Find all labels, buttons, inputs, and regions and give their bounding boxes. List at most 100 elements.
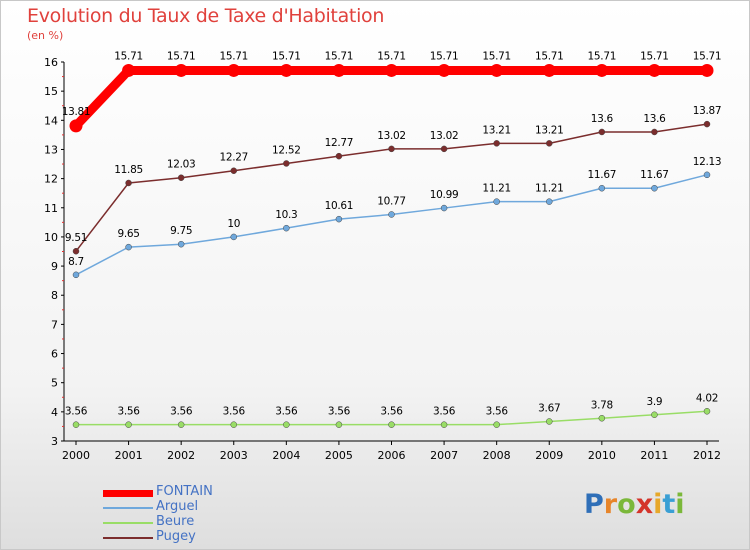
data-point-beure [493,421,500,428]
y-tick-label: 14 [44,114,58,127]
data-point-beure [283,421,290,428]
data-label-pugey: 13.21 [535,124,564,136]
data-label-beure: 3.56 [170,406,193,418]
logo-letter: i [653,489,663,520]
data-point-fontain [700,63,714,77]
data-point-arguel [703,171,711,179]
data-label-beure: 3.78 [591,399,613,411]
legend-label-beure: Beure [156,514,195,529]
data-label-arguel: 9.65 [117,228,139,240]
legend-item-beure: Beure [103,514,303,530]
data-label-beure: 3.56 [380,406,403,418]
data-point-pugey [546,140,553,147]
chart-title: Evolution du Taux de Taxe d'Habitation [27,5,385,27]
data-label-pugey: 12.52 [272,144,301,156]
data-label-pugey: 13.02 [430,130,459,142]
x-tick-label: 2002 [167,449,195,462]
data-label-fontain: 13.81 [62,106,91,118]
data-label-arguel: 11.21 [482,183,511,195]
data-point-beure [440,421,448,428]
data-label-fontain: 15.71 [167,50,196,62]
data-label-fontain: 15.71 [535,50,564,62]
x-tick-label: 2012 [693,449,721,462]
data-point-pugey [177,174,185,181]
x-tick-label: 2000 [62,449,90,462]
data-label-pugey: 12.27 [219,152,248,164]
data-label-pugey: 12.03 [167,159,196,171]
data-label-beure: 3.56 [328,406,351,418]
data-point-fontain [437,63,451,77]
data-point-fontain [542,63,556,77]
legend-swatch-arguel [103,507,153,509]
data-label-arguel: 11.67 [588,169,617,181]
legend-swatch-beure [103,522,153,524]
data-label-beure: 3.56 [65,406,88,418]
data-label-fontain: 15.71 [693,50,722,62]
legend-swatch-pugey [103,537,153,539]
data-label-pugey: 13.21 [482,124,511,136]
y-tick-label: 10 [44,231,58,244]
data-point-fontain [332,63,346,77]
data-point-arguel [598,184,606,192]
x-tick-label: 2006 [378,449,406,462]
logo-letter: P [584,489,604,520]
data-label-pugey: 13.87 [693,105,722,117]
y-tick-label: 8 [51,289,58,302]
data-point-arguel [72,271,80,279]
data-point-fontain [279,63,293,77]
y-tick-label: 5 [51,377,58,390]
data-point-arguel [230,233,237,241]
data-point-beure [125,421,132,428]
data-point-pugey [493,140,500,147]
data-label-fontain: 15.71 [377,50,406,62]
data-label-arguel: 10.99 [430,189,459,201]
legend-label-pugey: Pugey [156,529,196,544]
data-label-beure: 3.56 [486,406,509,418]
data-label-beure: 3.56 [117,406,140,418]
data-label-fontain: 15.71 [114,50,143,62]
data-label-fontain: 15.71 [640,50,669,62]
data-point-arguel [283,224,290,232]
data-point-pugey [651,128,658,136]
data-point-pugey [230,167,237,174]
data-point-pugey [598,128,606,136]
data-point-beure [230,421,237,428]
data-label-fontain: 15.71 [219,50,248,62]
y-tick-label: 9 [51,260,58,273]
data-point-arguel [177,240,185,248]
y-tick-label: 3 [51,435,58,448]
data-label-arguel: 10 [227,218,240,230]
data-point-pugey [72,247,80,255]
logo-letter: o [617,489,636,520]
data-point-arguel [388,211,395,218]
data-point-pugey [283,160,290,167]
data-point-arguel [651,184,658,192]
data-point-beure [388,421,395,428]
y-tick-label: 6 [51,348,58,361]
data-point-arguel [125,243,132,251]
data-point-fontain [174,63,188,77]
data-point-pugey [703,120,711,128]
proxiti-logo: Proxiti [584,489,685,520]
x-tick-label: 2007 [430,449,458,462]
legend-swatch-fontain [103,489,153,497]
data-point-arguel [440,204,448,212]
data-label-arguel: 8.7 [68,256,84,268]
y-tick-label: 15 [44,85,58,98]
y-tick-label: 4 [51,406,58,419]
data-point-pugey [335,152,343,160]
logo-letter: i [675,489,685,520]
data-point-fontain [490,63,504,77]
data-point-pugey [440,145,448,153]
data-label-fontain: 15.71 [588,50,617,62]
data-label-arguel: 11.67 [640,169,669,181]
logo-letter: t [662,489,676,520]
data-label-arguel: 12.13 [693,156,722,168]
data-label-fontain: 15.71 [430,50,459,62]
data-point-fontain [595,63,609,77]
data-point-fontain [227,63,241,77]
y-tick-label: 11 [44,202,58,215]
data-label-arguel: 9.75 [170,225,192,237]
y-tick-label: 7 [51,318,58,331]
